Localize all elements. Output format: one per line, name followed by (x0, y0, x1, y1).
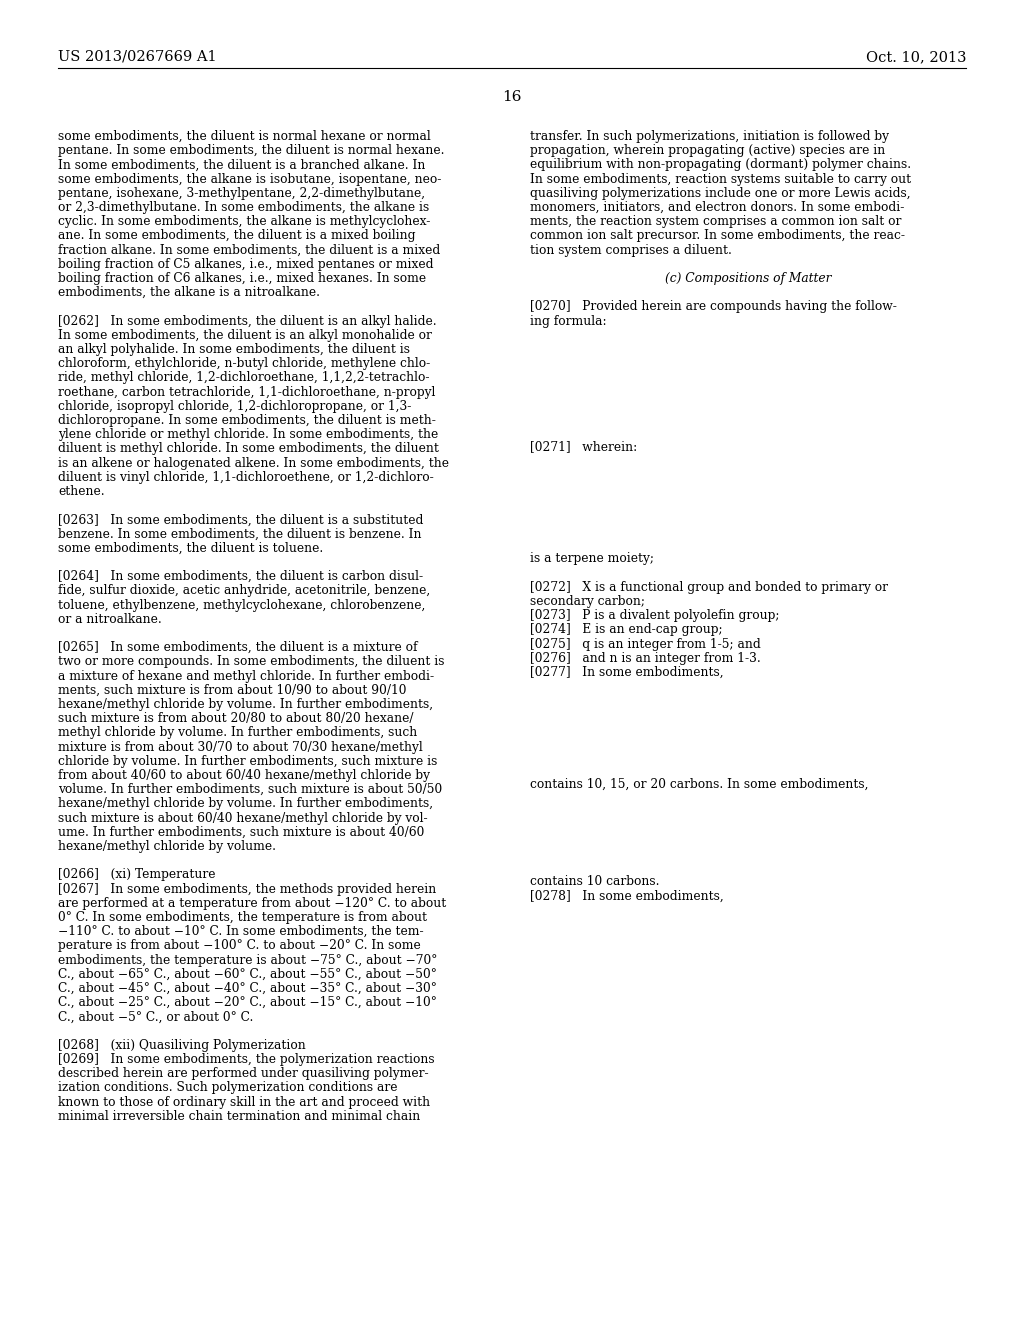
Text: pentane, isohexane, 3-methylpentane, 2,2-dimethylbutane,: pentane, isohexane, 3-methylpentane, 2,2… (58, 187, 425, 199)
Text: [0264]   In some embodiments, the diluent is carbon disul-: [0264] In some embodiments, the diluent … (58, 570, 423, 583)
Text: chloroform, ethylchloride, n-butyl chloride, methylene chlo-: chloroform, ethylchloride, n-butyl chlor… (58, 358, 430, 370)
Text: are performed at a temperature from about −120° C. to about: are performed at a temperature from abou… (58, 896, 446, 909)
Text: chloride by volume. In further embodiments, such mixture is: chloride by volume. In further embodimen… (58, 755, 437, 768)
Text: ments, such mixture is from about 10/90 to about 90/10: ments, such mixture is from about 10/90 … (58, 684, 407, 697)
Text: ization conditions. Such polymerization conditions are: ization conditions. Such polymerization … (58, 1081, 397, 1094)
Text: [0271]   wherein:: [0271] wherein: (530, 441, 637, 454)
Text: fide, sulfur dioxide, acetic anhydride, acetonitrile, benzene,: fide, sulfur dioxide, acetic anhydride, … (58, 585, 430, 598)
Text: Oct. 10, 2013: Oct. 10, 2013 (865, 50, 966, 63)
Text: [0266]   (xi) Temperature: [0266] (xi) Temperature (58, 869, 215, 882)
Text: methyl chloride by volume. In further embodiments, such: methyl chloride by volume. In further em… (58, 726, 417, 739)
Text: diluent is vinyl chloride, 1,1-dichloroethene, or 1,2-dichloro-: diluent is vinyl chloride, 1,1-dichloroe… (58, 471, 434, 484)
Text: an alkyl polyhalide. In some embodiments, the diluent is: an alkyl polyhalide. In some embodiments… (58, 343, 410, 356)
Text: ments, the reaction system comprises a common ion salt or: ments, the reaction system comprises a c… (530, 215, 901, 228)
Text: secondary carbon;: secondary carbon; (530, 595, 645, 609)
Text: minimal irreversible chain termination and minimal chain: minimal irreversible chain termination a… (58, 1110, 420, 1123)
Text: 16: 16 (502, 90, 522, 104)
Text: C., about −65° C., about −60° C., about −55° C., about −50°: C., about −65° C., about −60° C., about … (58, 968, 437, 981)
Text: In some embodiments, the diluent is an alkyl monohalide or: In some embodiments, the diluent is an a… (58, 329, 432, 342)
Text: ume. In further embodiments, such mixture is about 40/60: ume. In further embodiments, such mixtur… (58, 826, 424, 838)
Text: −110° C. to about −10° C. In some embodiments, the tem-: −110° C. to about −10° C. In some embodi… (58, 925, 424, 939)
Text: US 2013/0267669 A1: US 2013/0267669 A1 (58, 50, 217, 63)
Text: roethane, carbon tetrachloride, 1,1-dichloroethane, n-propyl: roethane, carbon tetrachloride, 1,1-dich… (58, 385, 435, 399)
Text: or a nitroalkane.: or a nitroalkane. (58, 612, 162, 626)
Text: ethene.: ethene. (58, 484, 104, 498)
Text: [0275]   q is an integer from 1-5; and: [0275] q is an integer from 1-5; and (530, 638, 761, 651)
Text: [0262]   In some embodiments, the diluent is an alkyl halide.: [0262] In some embodiments, the diluent … (58, 314, 436, 327)
Text: [0277]   In some embodiments,: [0277] In some embodiments, (530, 667, 724, 678)
Text: embodiments, the alkane is a nitroalkane.: embodiments, the alkane is a nitroalkane… (58, 286, 319, 300)
Text: ing formula:: ing formula: (530, 314, 606, 327)
Text: some embodiments, the alkane is isobutane, isopentane, neo-: some embodiments, the alkane is isobutan… (58, 173, 441, 186)
Text: a mixture of hexane and methyl chloride. In further embodi-: a mixture of hexane and methyl chloride.… (58, 669, 434, 682)
Text: [0278]   In some embodiments,: [0278] In some embodiments, (530, 890, 724, 903)
Text: (c) Compositions of Matter: (c) Compositions of Matter (665, 272, 831, 285)
Text: [0270]   Provided herein are compounds having the follow-: [0270] Provided herein are compounds hav… (530, 301, 897, 313)
Text: monomers, initiators, and electron donors. In some embodi-: monomers, initiators, and electron donor… (530, 201, 904, 214)
Text: ane. In some embodiments, the diluent is a mixed boiling: ane. In some embodiments, the diluent is… (58, 230, 416, 243)
Text: common ion salt precursor. In some embodiments, the reac-: common ion salt precursor. In some embod… (530, 230, 905, 243)
Text: fraction alkane. In some embodiments, the diluent is a mixed: fraction alkane. In some embodiments, th… (58, 244, 440, 256)
Text: [0272]   X is a functional group and bonded to primary or: [0272] X is a functional group and bonde… (530, 581, 888, 594)
Text: transfer. In such polymerizations, initiation is followed by: transfer. In such polymerizations, initi… (530, 129, 889, 143)
Text: dichloropropane. In some embodiments, the diluent is meth-: dichloropropane. In some embodiments, th… (58, 414, 436, 426)
Text: chloride, isopropyl chloride, 1,2-dichloropropane, or 1,3-: chloride, isopropyl chloride, 1,2-dichlo… (58, 400, 412, 413)
Text: C., about −25° C., about −20° C., about −15° C., about −10°: C., about −25° C., about −20° C., about … (58, 997, 437, 1010)
Text: from about 40/60 to about 60/40 hexane/methyl chloride by: from about 40/60 to about 60/40 hexane/m… (58, 770, 430, 781)
Text: C., about −45° C., about −40° C., about −35° C., about −30°: C., about −45° C., about −40° C., about … (58, 982, 437, 995)
Text: [0267]   In some embodiments, the methods provided herein: [0267] In some embodiments, the methods … (58, 883, 436, 895)
Text: propagation, wherein propagating (active) species are in: propagation, wherein propagating (active… (530, 144, 886, 157)
Text: toluene, ethylbenzene, methylcyclohexane, chlorobenzene,: toluene, ethylbenzene, methylcyclohexane… (58, 598, 425, 611)
Text: diluent is methyl chloride. In some embodiments, the diluent: diluent is methyl chloride. In some embo… (58, 442, 439, 455)
Text: pentane. In some embodiments, the diluent is normal hexane.: pentane. In some embodiments, the diluen… (58, 144, 444, 157)
Text: [0265]   In some embodiments, the diluent is a mixture of: [0265] In some embodiments, the diluent … (58, 642, 418, 655)
Text: boiling fraction of C6 alkanes, i.e., mixed hexanes. In some: boiling fraction of C6 alkanes, i.e., mi… (58, 272, 426, 285)
Text: hexane/methyl chloride by volume. In further embodiments,: hexane/methyl chloride by volume. In fur… (58, 797, 433, 810)
Text: C., about −5° C., or about 0° C.: C., about −5° C., or about 0° C. (58, 1010, 253, 1023)
Text: contains 10, 15, or 20 carbons. In some embodiments,: contains 10, 15, or 20 carbons. In some … (530, 777, 868, 791)
Text: known to those of ordinary skill in the art and proceed with: known to those of ordinary skill in the … (58, 1096, 430, 1109)
Text: In some embodiments, the diluent is a branched alkane. In: In some embodiments, the diluent is a br… (58, 158, 425, 172)
Text: 0° C. In some embodiments, the temperature is from about: 0° C. In some embodiments, the temperatu… (58, 911, 427, 924)
Text: contains 10 carbons.: contains 10 carbons. (530, 875, 659, 888)
Text: is a terpene moiety;: is a terpene moiety; (530, 552, 654, 565)
Text: or 2,3-dimethylbutane. In some embodiments, the alkane is: or 2,3-dimethylbutane. In some embodimen… (58, 201, 429, 214)
Text: described herein are performed under quasiliving polymer-: described herein are performed under qua… (58, 1067, 429, 1080)
Text: equilibrium with non-propagating (dormant) polymer chains.: equilibrium with non-propagating (dorman… (530, 158, 911, 172)
Text: quasiliving polymerizations include one or more Lewis acids,: quasiliving polymerizations include one … (530, 187, 910, 199)
Text: [0274]   E is an end-cap group;: [0274] E is an end-cap group; (530, 623, 723, 636)
Text: is an alkene or halogenated alkene. In some embodiments, the: is an alkene or halogenated alkene. In s… (58, 457, 449, 470)
Text: benzene. In some embodiments, the diluent is benzene. In: benzene. In some embodiments, the diluen… (58, 528, 422, 541)
Text: [0269]   In some embodiments, the polymerization reactions: [0269] In some embodiments, the polymeri… (58, 1053, 434, 1067)
Text: perature is from about −100° C. to about −20° C. In some: perature is from about −100° C. to about… (58, 940, 421, 953)
Text: ride, methyl chloride, 1,2-dichloroethane, 1,1,2,2-tetrachlo-: ride, methyl chloride, 1,2-dichloroethan… (58, 371, 429, 384)
Text: ylene chloride or methyl chloride. In some embodiments, the: ylene chloride or methyl chloride. In so… (58, 428, 438, 441)
Text: such mixture is about 60/40 hexane/methyl chloride by vol-: such mixture is about 60/40 hexane/methy… (58, 812, 428, 825)
Text: [0263]   In some embodiments, the diluent is a substituted: [0263] In some embodiments, the diluent … (58, 513, 423, 527)
Text: [0276]   and n is an integer from 1-3.: [0276] and n is an integer from 1-3. (530, 652, 761, 665)
Text: cyclic. In some embodiments, the alkane is methylcyclohex-: cyclic. In some embodiments, the alkane … (58, 215, 430, 228)
Text: some embodiments, the diluent is toluene.: some embodiments, the diluent is toluene… (58, 541, 324, 554)
Text: hexane/methyl chloride by volume. In further embodiments,: hexane/methyl chloride by volume. In fur… (58, 698, 433, 711)
Text: hexane/methyl chloride by volume.: hexane/methyl chloride by volume. (58, 840, 276, 853)
Text: mixture is from about 30/70 to about 70/30 hexane/methyl: mixture is from about 30/70 to about 70/… (58, 741, 423, 754)
Text: boiling fraction of C5 alkanes, i.e., mixed pentanes or mixed: boiling fraction of C5 alkanes, i.e., mi… (58, 257, 433, 271)
Text: tion system comprises a diluent.: tion system comprises a diluent. (530, 244, 732, 256)
Text: volume. In further embodiments, such mixture is about 50/50: volume. In further embodiments, such mix… (58, 783, 442, 796)
Text: two or more compounds. In some embodiments, the diluent is: two or more compounds. In some embodimen… (58, 656, 444, 668)
Text: [0273]   P is a divalent polyolefin group;: [0273] P is a divalent polyolefin group; (530, 610, 779, 622)
Text: such mixture is from about 20/80 to about 80/20 hexane/: such mixture is from about 20/80 to abou… (58, 713, 414, 725)
Text: In some embodiments, reaction systems suitable to carry out: In some embodiments, reaction systems su… (530, 173, 911, 186)
Text: some embodiments, the diluent is normal hexane or normal: some embodiments, the diluent is normal … (58, 129, 431, 143)
Text: [0268]   (xii) Quasiliving Polymerization: [0268] (xii) Quasiliving Polymerization (58, 1039, 306, 1052)
Text: embodiments, the temperature is about −75° C., about −70°: embodiments, the temperature is about −7… (58, 953, 437, 966)
